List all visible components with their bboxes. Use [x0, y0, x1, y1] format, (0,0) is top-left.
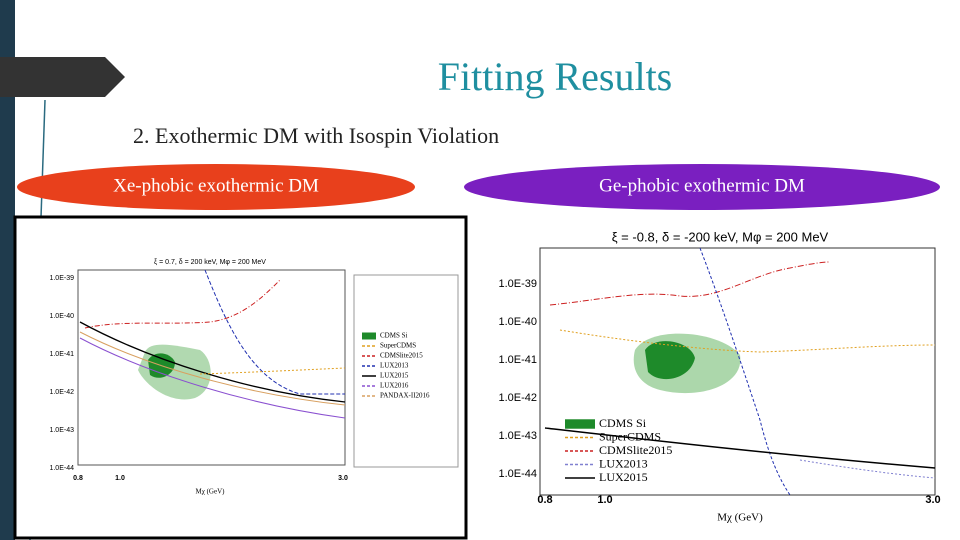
legend-label: LUX2015: [380, 372, 409, 380]
y-tick-label: 1.0E-42: [49, 389, 74, 396]
legend-label: LUX2013: [599, 456, 648, 470]
legend-label: LUX2015: [599, 470, 648, 484]
legend-swatch: [565, 419, 595, 429]
curves: [544, 247, 936, 496]
y-tick-label: 1.0E-44: [49, 465, 74, 472]
y-tick-label: 1.0E-40: [49, 313, 74, 320]
y-tick-label: 1.0E-43: [49, 427, 74, 434]
legend-label: CDMS Si: [599, 416, 647, 430]
label-pill: [464, 164, 940, 210]
x-axis-label: Mχ (GeV): [717, 512, 763, 524]
legend-label: SuperCDMS: [599, 429, 661, 443]
legend-label: LUX2016: [380, 382, 409, 390]
y-tick-label: 1.0E-44: [498, 468, 537, 480]
legend-label: SuperCDMS: [380, 342, 416, 350]
y-tick-label: 1.0E-42: [498, 392, 537, 404]
legend-label: CDMS Si: [380, 332, 407, 340]
x-tick-label: 0.8: [537, 494, 552, 506]
title: Fitting Results: [438, 54, 673, 99]
legend-label: LUX2013: [380, 362, 409, 370]
legend-box: [353, 274, 459, 468]
label: Xe-phobic exothermic DM: [113, 175, 319, 196]
arrow: [0, 57, 125, 97]
x-tick-label: 3.0: [925, 494, 940, 506]
plot-frame: [539, 247, 936, 496]
side-stripe: [0, 0, 15, 540]
legend-label: CDMSlite2015: [599, 443, 672, 457]
x-axis-label: Mχ (GeV): [196, 488, 226, 496]
y-tick-label: 1.0E-39: [498, 278, 537, 290]
x-tick-label: 1.0: [115, 475, 125, 482]
x-tick-label: 0.8: [73, 475, 83, 482]
x-tick-label: 3.0: [338, 475, 348, 482]
label: Ge-phobic exothermic DM: [599, 175, 805, 196]
legend-label: CDMSlite2015: [380, 352, 423, 360]
y-tick-label: 1.0E-43: [498, 430, 537, 442]
legend-swatch: [362, 332, 376, 340]
label-pill: [17, 164, 415, 210]
curves: [79, 269, 346, 419]
y-tick-label: 1.0E-39: [49, 275, 74, 282]
plot-caption: ξ = 0.7, δ = 200 keV, Mφ = 200 MeV: [154, 259, 266, 266]
plot-caption: ξ = -0.8, δ = -200 keV, Mφ = 200 MeV: [612, 229, 829, 244]
y-tick-label: 1.0E-41: [498, 354, 537, 366]
x-tick-label: 1.0: [597, 494, 612, 506]
y-tick-label: 1.0E-40: [498, 316, 537, 328]
subtitle: 2. Exothermic DM with Isospin Violation: [133, 123, 499, 148]
plot-frame: [77, 269, 346, 466]
legend-label: PANDAX-II2016: [380, 392, 430, 400]
y-tick-label: 1.0E-41: [49, 351, 74, 358]
